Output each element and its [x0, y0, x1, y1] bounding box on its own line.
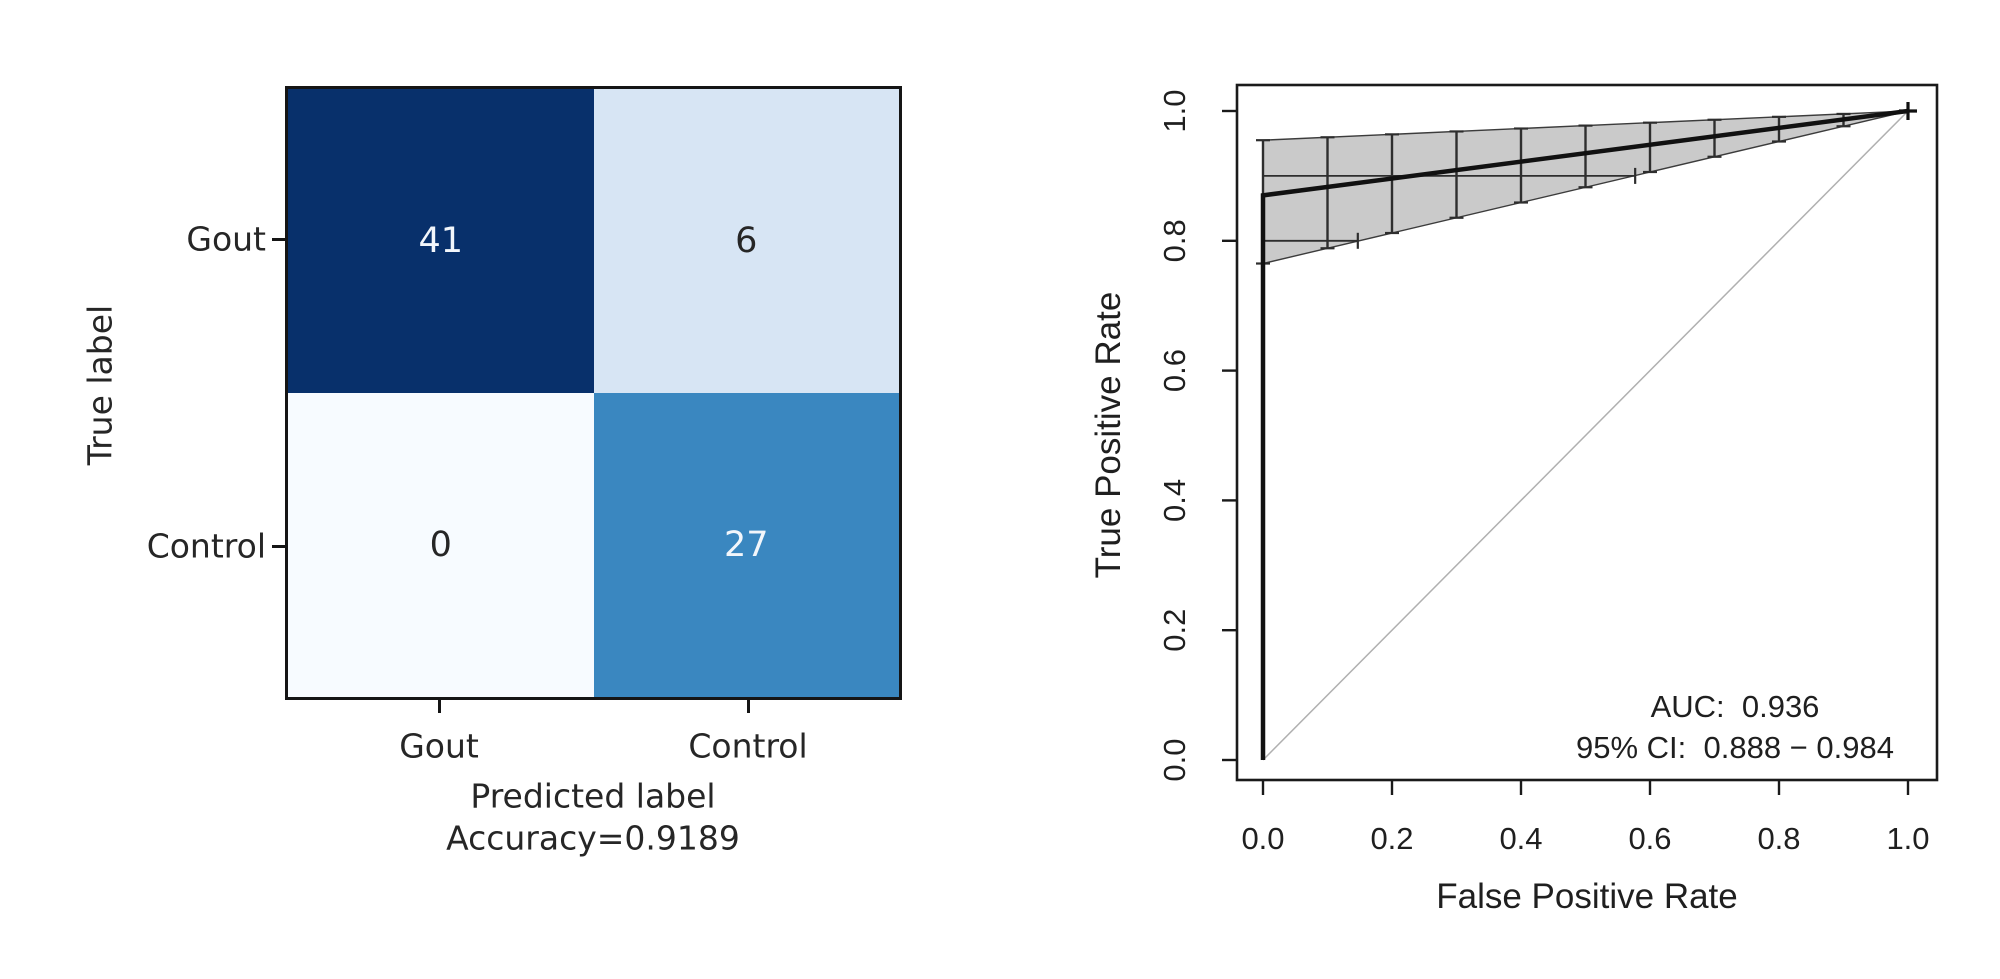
cm-cell-true-gout-pred-control: 6	[593, 89, 899, 393]
cm-col-label-control: Control	[688, 726, 808, 766]
roc-plot-box	[1235, 83, 1939, 782]
cm-y-tick-gout	[272, 238, 285, 241]
cm-accuracy-caption: Accuracy=0.9189	[446, 818, 740, 858]
roc-y-axis-label: True Positive Rate	[1089, 292, 1128, 579]
cm-cell-true-gout-pred-gout: 41	[288, 89, 594, 393]
roc-x-axis-label: False Positive Rate	[1436, 877, 1738, 916]
cm-cell-true-control-pred-gout: 0	[288, 393, 594, 697]
cm-x-tick-control	[747, 700, 750, 713]
roc-x-tick-label: 1.0	[1886, 821, 1929, 856]
cm-heatmap: 41 6 0 27	[285, 86, 902, 700]
roc-y-tick-label: 0.4	[1157, 479, 1192, 522]
roc-x-tick-label: 0.2	[1370, 821, 1413, 856]
roc-ci-annotation: 95% CI: 0.888 − 0.984	[1576, 730, 1894, 765]
cm-cell-true-control-pred-control: 27	[593, 393, 899, 697]
roc-x-tick-label: 0.0	[1241, 821, 1284, 856]
roc-y-tick-label: 0.0	[1157, 738, 1192, 781]
roc-y-tick-label: 0.6	[1157, 349, 1192, 392]
cm-x-tick-gout	[438, 700, 441, 713]
roc-chance-diagonal	[1262, 110, 1909, 761]
roc-x-tick-label: 0.6	[1628, 821, 1671, 856]
cm-y-tick-control	[272, 545, 285, 548]
cm-x-axis-label: Predicted label	[470, 776, 716, 816]
roc-x-tick-label: 0.4	[1499, 821, 1542, 856]
roc-curve-line	[1260, 108, 1909, 760]
roc-auc-annotation: AUC: 0.936	[1651, 689, 1820, 724]
roc-y-tick-label: 0.8	[1157, 219, 1192, 262]
roc-y-tick-label: 0.2	[1157, 609, 1192, 652]
roc-x-tick-label: 0.8	[1757, 821, 1800, 856]
roc-y-tick-label: 1.0	[1157, 89, 1192, 132]
cm-row-label-control: Control	[146, 526, 266, 566]
cm-row-label-gout: Gout	[186, 219, 266, 259]
cm-col-label-gout: Gout	[399, 726, 479, 766]
